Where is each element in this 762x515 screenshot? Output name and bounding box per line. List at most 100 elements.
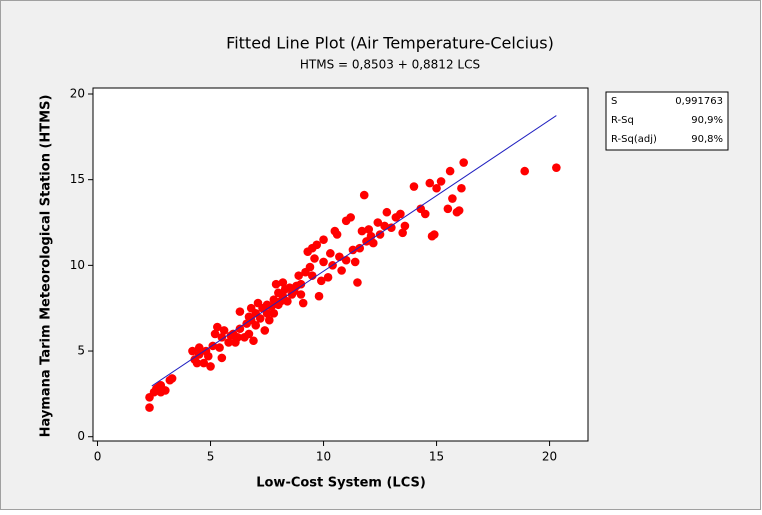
data-point: [265, 315, 274, 325]
data-point: [217, 333, 227, 342]
data-point: [332, 230, 342, 239]
data-point: [298, 298, 308, 308]
stat-name: S: [611, 96, 617, 107]
data-point: [348, 245, 358, 255]
data-point: [188, 346, 197, 356]
data-point: [319, 257, 328, 267]
data-point: [217, 353, 227, 363]
data-point: [400, 221, 410, 231]
data-point: [436, 177, 446, 186]
x-tick-label: 5: [207, 450, 215, 464]
data-point: [251, 321, 261, 330]
data-point: [346, 213, 355, 222]
data-point: [409, 182, 419, 191]
x-axis-label: Low-Cost System (LCS): [256, 476, 426, 491]
stat-value: 90,9%: [691, 115, 723, 126]
chart-title: Fitted Line Plot (Air Temperature-Celciu…: [226, 34, 554, 53]
data-point: [305, 262, 315, 272]
stats-box: [605, 91, 729, 151]
data-point: [445, 166, 455, 176]
y-tick-label: 15: [70, 172, 85, 186]
data-point: [314, 291, 324, 301]
data-point: [255, 314, 265, 323]
data-point: [215, 343, 224, 352]
data-point: [319, 235, 328, 244]
data-point: [454, 206, 464, 215]
x-tick-label: 10: [316, 450, 331, 464]
data-point: [206, 362, 215, 371]
data-point: [244, 329, 254, 339]
data-point: [310, 254, 319, 263]
data-point: [224, 338, 233, 347]
data-point: [167, 374, 177, 383]
data-point: [326, 249, 335, 258]
data-point: [364, 225, 374, 234]
data-point: [262, 309, 272, 318]
data-point: [552, 163, 561, 172]
data-point: [210, 329, 220, 339]
data-point: [396, 209, 405, 219]
data-point: [432, 183, 441, 193]
stat-name: R-Sq: [611, 115, 634, 126]
data-point: [260, 326, 270, 335]
x-tick-label: 15: [429, 450, 444, 464]
data-point: [294, 271, 303, 280]
data-point: [194, 343, 204, 352]
data-point: [353, 278, 362, 287]
data-point: [380, 221, 389, 231]
data-point: [271, 279, 281, 289]
data-point: [199, 358, 209, 368]
data-point: [249, 336, 258, 346]
y-axis-label: Haymana Tarim Meteorological Station (HT…: [39, 95, 54, 438]
chart-subtitle: HTMS = 0,8503 + 0,8812 LCS: [300, 58, 480, 72]
y-tick-label: 0: [77, 429, 85, 443]
data-point: [296, 290, 306, 299]
data-point: [235, 307, 245, 316]
stat-value: 0,991763: [675, 96, 723, 107]
data-point: [420, 209, 430, 219]
data-point: [161, 386, 170, 395]
data-point: [357, 226, 367, 236]
data-point: [359, 190, 369, 200]
data-point: [398, 228, 407, 238]
x-tick-label: 0: [94, 450, 102, 464]
data-point: [425, 178, 435, 188]
data-point: [448, 194, 457, 203]
data-point: [459, 158, 468, 167]
data-point: [269, 309, 279, 318]
plot-area: [92, 87, 589, 442]
data-point: [337, 266, 346, 275]
data-point: [233, 333, 242, 342]
data-point: [235, 324, 245, 334]
data-point: [219, 326, 229, 335]
data-point: [382, 207, 392, 217]
data-point: [457, 183, 466, 193]
stat-value: 90,8%: [691, 134, 723, 145]
data-point: [278, 278, 288, 287]
y-tick-label: 20: [70, 86, 85, 100]
data-point: [520, 166, 530, 176]
data-point: [373, 218, 383, 227]
data-point: [430, 230, 439, 239]
data-point: [341, 255, 351, 265]
data-point: [213, 322, 222, 332]
data-point: [154, 382, 163, 392]
data-point: [387, 223, 396, 232]
data-point: [145, 403, 154, 412]
data-point: [192, 358, 202, 368]
stat-name: R-Sq(adj): [611, 134, 657, 145]
data-point: [368, 238, 378, 248]
data-point: [350, 257, 360, 267]
y-tick-label: 10: [70, 258, 85, 272]
data-point: [203, 351, 213, 361]
fit-line: [151, 115, 557, 387]
y-tick-label: 5: [77, 344, 85, 358]
data-point: [443, 204, 453, 214]
data-point: [283, 297, 292, 306]
x-tick-label: 20: [542, 450, 557, 464]
data-point: [312, 240, 322, 250]
data-point: [323, 273, 333, 282]
data-point: [316, 276, 326, 286]
data-point: [296, 279, 306, 289]
